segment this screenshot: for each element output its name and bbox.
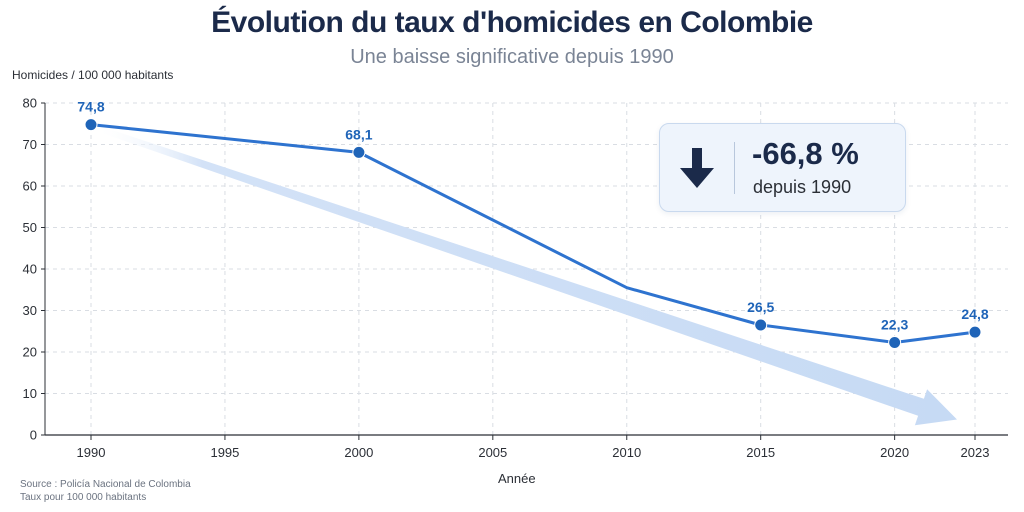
- data-label: 26,5: [747, 299, 774, 315]
- data-label: 74,8: [77, 99, 104, 115]
- data-label: 68,1: [345, 126, 372, 142]
- source-line: Source : Policía Nacional de Colombia: [20, 479, 191, 490]
- x-tick-label: 1990: [77, 445, 106, 460]
- x-axis-title: Année: [498, 471, 536, 486]
- x-tick-label: 1995: [210, 445, 239, 460]
- reduction-value: -66,8 %: [752, 136, 859, 171]
- x-tick-label: 2010: [612, 445, 641, 460]
- y-tick-label: 0: [30, 428, 37, 443]
- source-unit-line: Taux pour 100 000 habitants: [20, 492, 147, 503]
- y-tick-label: 50: [23, 220, 37, 235]
- reduction-label: depuis 1990: [753, 177, 852, 197]
- y-tick-label: 80: [23, 96, 37, 111]
- chart-subtitle: Une baisse significative depuis 1990: [350, 46, 674, 68]
- x-tick-label: 2005: [478, 445, 507, 460]
- data-point: [888, 335, 902, 349]
- y-tick-label: 40: [23, 262, 37, 277]
- y-tick-label: 60: [23, 179, 37, 194]
- reduction-callout: -66,8 % depuis 1990: [659, 123, 906, 212]
- x-tick-label: 2023: [961, 445, 990, 460]
- y-tick-label: 20: [23, 345, 37, 360]
- data-point: [84, 118, 98, 132]
- y-tick-label: 30: [23, 303, 37, 318]
- trend-arrow: [100, 126, 957, 426]
- arrow-down-icon: [680, 148, 714, 195]
- trend-arrow-shape: [100, 126, 957, 426]
- callout-divider: [734, 142, 735, 194]
- x-tick-label: 2015: [746, 445, 775, 460]
- source-note: Source : Policía Nacional de Colombia Ta…: [20, 478, 191, 504]
- chart-title: Évolution du taux d'homicides en Colombi…: [211, 6, 813, 39]
- series-line: [89, 123, 977, 344]
- data-point: [968, 325, 982, 339]
- x-tick-label: 2000: [344, 445, 373, 460]
- series-group: [84, 118, 982, 349]
- data-labels: 74,8 68,1 26,5 22,3 24,8: [77, 99, 988, 333]
- x-tick-label: 2020: [880, 445, 909, 460]
- data-label: 24,8: [961, 306, 988, 322]
- y-axis-title: Homicides / 100 000 habitants: [12, 68, 174, 82]
- y-tick-label: 10: [23, 386, 37, 401]
- data-point: [754, 318, 768, 332]
- y-tick-label: 70: [23, 137, 37, 152]
- data-label: 22,3: [881, 316, 908, 332]
- axes: 0 10 20 30 40 50 60 70 80 1990 1995 2000 2005 2010 201…: [23, 96, 1008, 460]
- data-point: [352, 145, 366, 159]
